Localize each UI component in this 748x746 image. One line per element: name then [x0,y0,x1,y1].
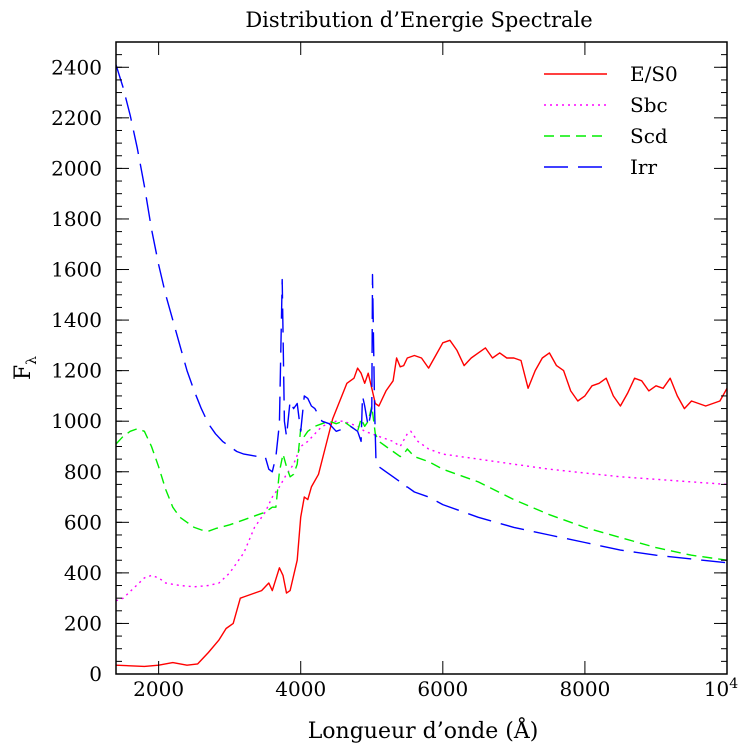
series-layer [116,64,727,668]
y-axis-label-sub: λ [24,356,40,365]
series-line-0 [116,339,727,668]
x-axis-label: Longueur d’onde (Å) [308,716,539,744]
y-tick-label: 1200 [51,359,102,383]
y-tick-label: 2200 [51,106,102,130]
y-tick-label: 800 [64,460,102,484]
y-tick-label: 1400 [51,308,102,332]
y-axis-label: Fλ [11,356,40,380]
tick-labels-layer: 2000 4000 6000 8000 104 0 200 400 600 800 1000 1200… [51,55,738,701]
y-tick-label: 1800 [51,207,102,231]
y-tick-label: 200 [64,611,102,635]
y-tick-label: 400 [64,561,102,585]
y-axis-label-main: F [11,365,36,380]
x-tick-label: 4000 [275,677,326,701]
x-tick-label-sup: 4 [729,676,738,692]
ticks-layer [116,41,728,675]
series-line-2 [116,405,727,561]
chart-title: Distribution d’Energie Spectrale [245,8,592,32]
y-tick-label: 600 [64,510,102,534]
y-tick-label: 0 [89,662,102,686]
y-tick-label: 2400 [51,55,102,79]
legend-label-2: Scd [630,124,668,148]
y-tick-label: 1600 [51,258,102,282]
legend-label-0: E/S0 [630,62,678,86]
x-tick-label: 6000 [417,677,468,701]
series-line-1 [116,420,727,602]
legend-label-3: Irr [630,155,657,179]
x-tick-label: 104 [704,676,738,701]
x-tick-label: 2000 [133,677,184,701]
x-tick-label: 8000 [559,677,610,701]
legend: E/S0 Sbc Scd Irr [544,62,678,179]
legend-label-1: Sbc [630,93,668,117]
series-line-3 [116,64,727,564]
y-tick-label: 2000 [51,156,102,180]
y-tick-label: 1000 [51,409,102,433]
